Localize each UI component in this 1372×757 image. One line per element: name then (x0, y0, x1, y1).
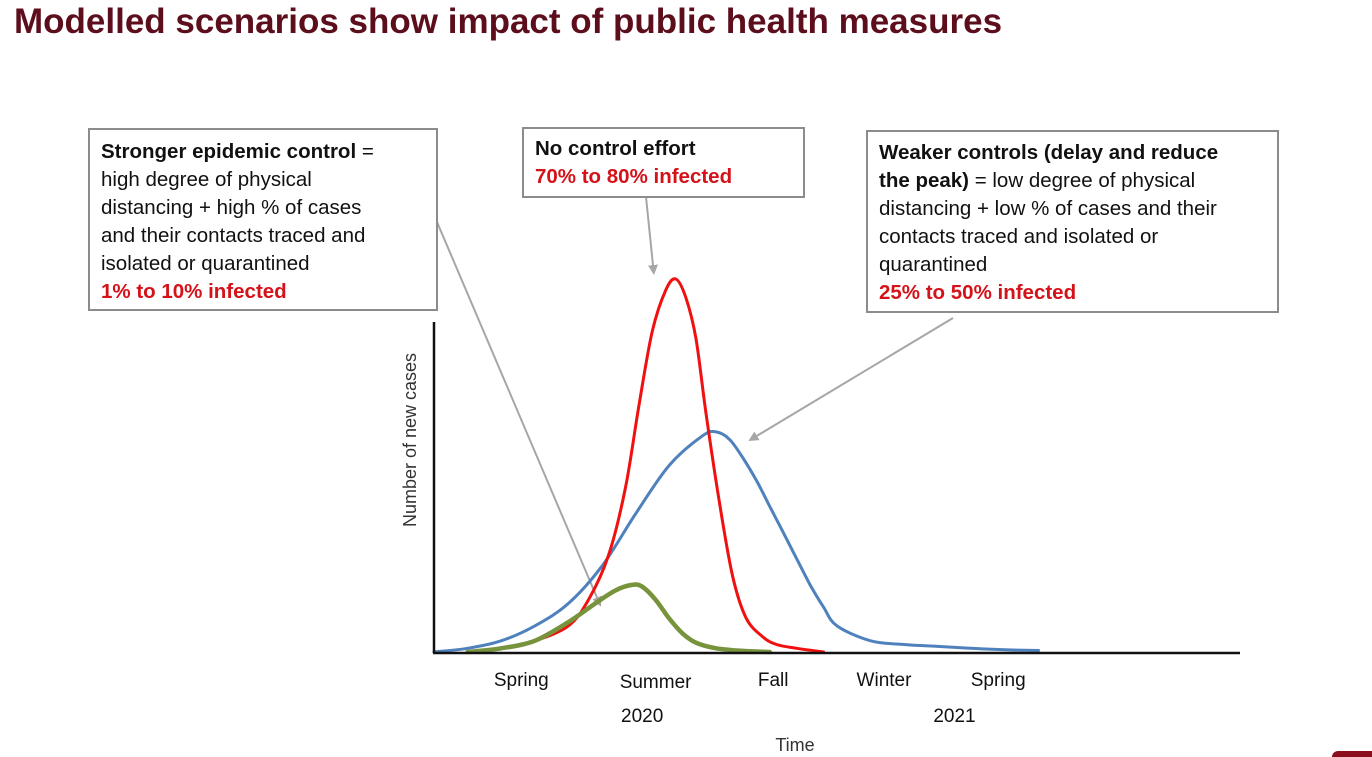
weaker-line-3: quarantined (879, 253, 988, 276)
stronger-line-2: distancing + high % of cases (101, 196, 362, 219)
weaker-line-2: contacts traced and isolated or (879, 225, 1159, 248)
annotation-weaker-controls: Weaker controls (delay and reduce the pe… (866, 130, 1279, 313)
series-layer (432, 277, 1040, 655)
weaker-line-1: distancing + low % of cases and their (879, 197, 1217, 220)
annotation-no-control: No control effort 70% to 80% infected (522, 127, 805, 198)
none-result: 70% to 80% infected (535, 165, 733, 188)
season-tick-2: Fall (758, 670, 789, 691)
stronger-line-3: and their contacts traced and (101, 224, 366, 247)
stronger-heading: Stronger epidemic control (101, 140, 357, 163)
callout-arrows (436, 196, 954, 607)
stronger-line-0: = (356, 140, 374, 163)
weaker-line-0: = low degree of physical (969, 169, 1196, 192)
stronger-line-4: isolated or quarantined (101, 252, 310, 275)
weaker-heading-line2: the peak) (879, 169, 969, 192)
tick-labels: Spring Summer Fall Winter Spring 2020 2021 (494, 670, 1026, 727)
y-axis-title: Number of new cases (400, 353, 420, 527)
season-tick-1: Summer (620, 672, 692, 693)
series-line-stronger (465, 582, 773, 655)
series-line-none (466, 277, 826, 654)
arrow-weaker (748, 317, 954, 441)
x-axis-title: Time (775, 735, 814, 755)
annotation-stronger-control: Stronger epidemic control = high degree … (88, 128, 438, 311)
none-heading: No control effort (535, 137, 696, 160)
corner-accent (1332, 751, 1372, 757)
weaker-result: 25% to 50% infected (879, 281, 1077, 304)
page-title: Modelled scenarios show impact of public… (14, 2, 1003, 41)
arrow-stronger (436, 221, 602, 607)
axes (432, 322, 1240, 655)
season-tick-4: Spring (971, 670, 1026, 691)
arrow-none (645, 196, 658, 275)
season-tick-3: Winter (857, 670, 913, 691)
year-tick-1: 2021 (933, 706, 975, 727)
weaker-heading-line1: Weaker controls (delay and reduce (879, 141, 1219, 164)
season-tick-0: Spring (494, 670, 549, 691)
stronger-result: 1% to 10% infected (101, 280, 287, 303)
year-tick-0: 2020 (621, 706, 663, 727)
series-line-weaker (432, 429, 1040, 654)
stronger-line-1: high degree of physical (101, 168, 312, 191)
